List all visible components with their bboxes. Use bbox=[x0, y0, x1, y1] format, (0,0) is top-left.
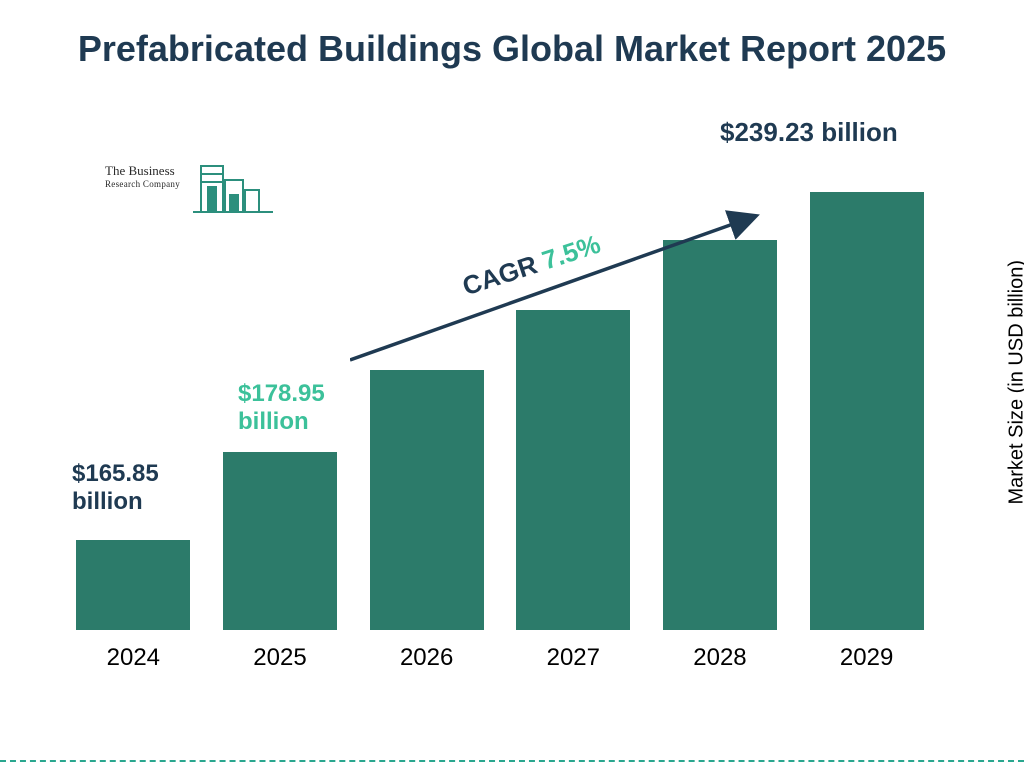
value-2025-line2: billion bbox=[238, 408, 309, 435]
x-axis-label: 2025 bbox=[210, 644, 350, 672]
cagr-annotation: CAGR 7.5% bbox=[350, 210, 770, 370]
x-axis-label: 2029 bbox=[797, 644, 937, 672]
bar-wrap bbox=[210, 452, 350, 630]
y-axis-label: Market Size (in USD billion) bbox=[1006, 260, 1024, 505]
bar-wrap bbox=[357, 370, 497, 630]
x-axis-label: 2026 bbox=[357, 644, 497, 672]
bottom-divider bbox=[0, 760, 1024, 762]
bar-wrap bbox=[797, 192, 937, 630]
value-2024-line1: $165.85 bbox=[72, 460, 159, 487]
x-axis-labels: 202420252026202720282029 bbox=[60, 644, 940, 672]
bar-wrap bbox=[63, 540, 203, 630]
x-axis-label: 2024 bbox=[63, 644, 203, 672]
trend-arrow-icon bbox=[350, 210, 770, 370]
value-label-2025: $178.95 billion bbox=[238, 380, 325, 435]
bar bbox=[810, 192, 924, 630]
value-2029-line1: $239.23 billion bbox=[720, 117, 898, 147]
x-axis-label: 2028 bbox=[650, 644, 790, 672]
chart-canvas: Prefabricated Buildings Global Market Re… bbox=[0, 0, 1024, 768]
bar bbox=[370, 370, 484, 630]
value-label-2024: $165.85 billion bbox=[72, 460, 159, 515]
bar bbox=[76, 540, 190, 630]
chart-title: Prefabricated Buildings Global Market Re… bbox=[0, 28, 1024, 69]
bar bbox=[223, 452, 337, 630]
x-axis-label: 2027 bbox=[503, 644, 643, 672]
value-2024-line2: billion bbox=[72, 488, 143, 515]
value-label-2029: $239.23 billion bbox=[720, 118, 898, 148]
value-2025-line1: $178.95 bbox=[238, 380, 325, 407]
